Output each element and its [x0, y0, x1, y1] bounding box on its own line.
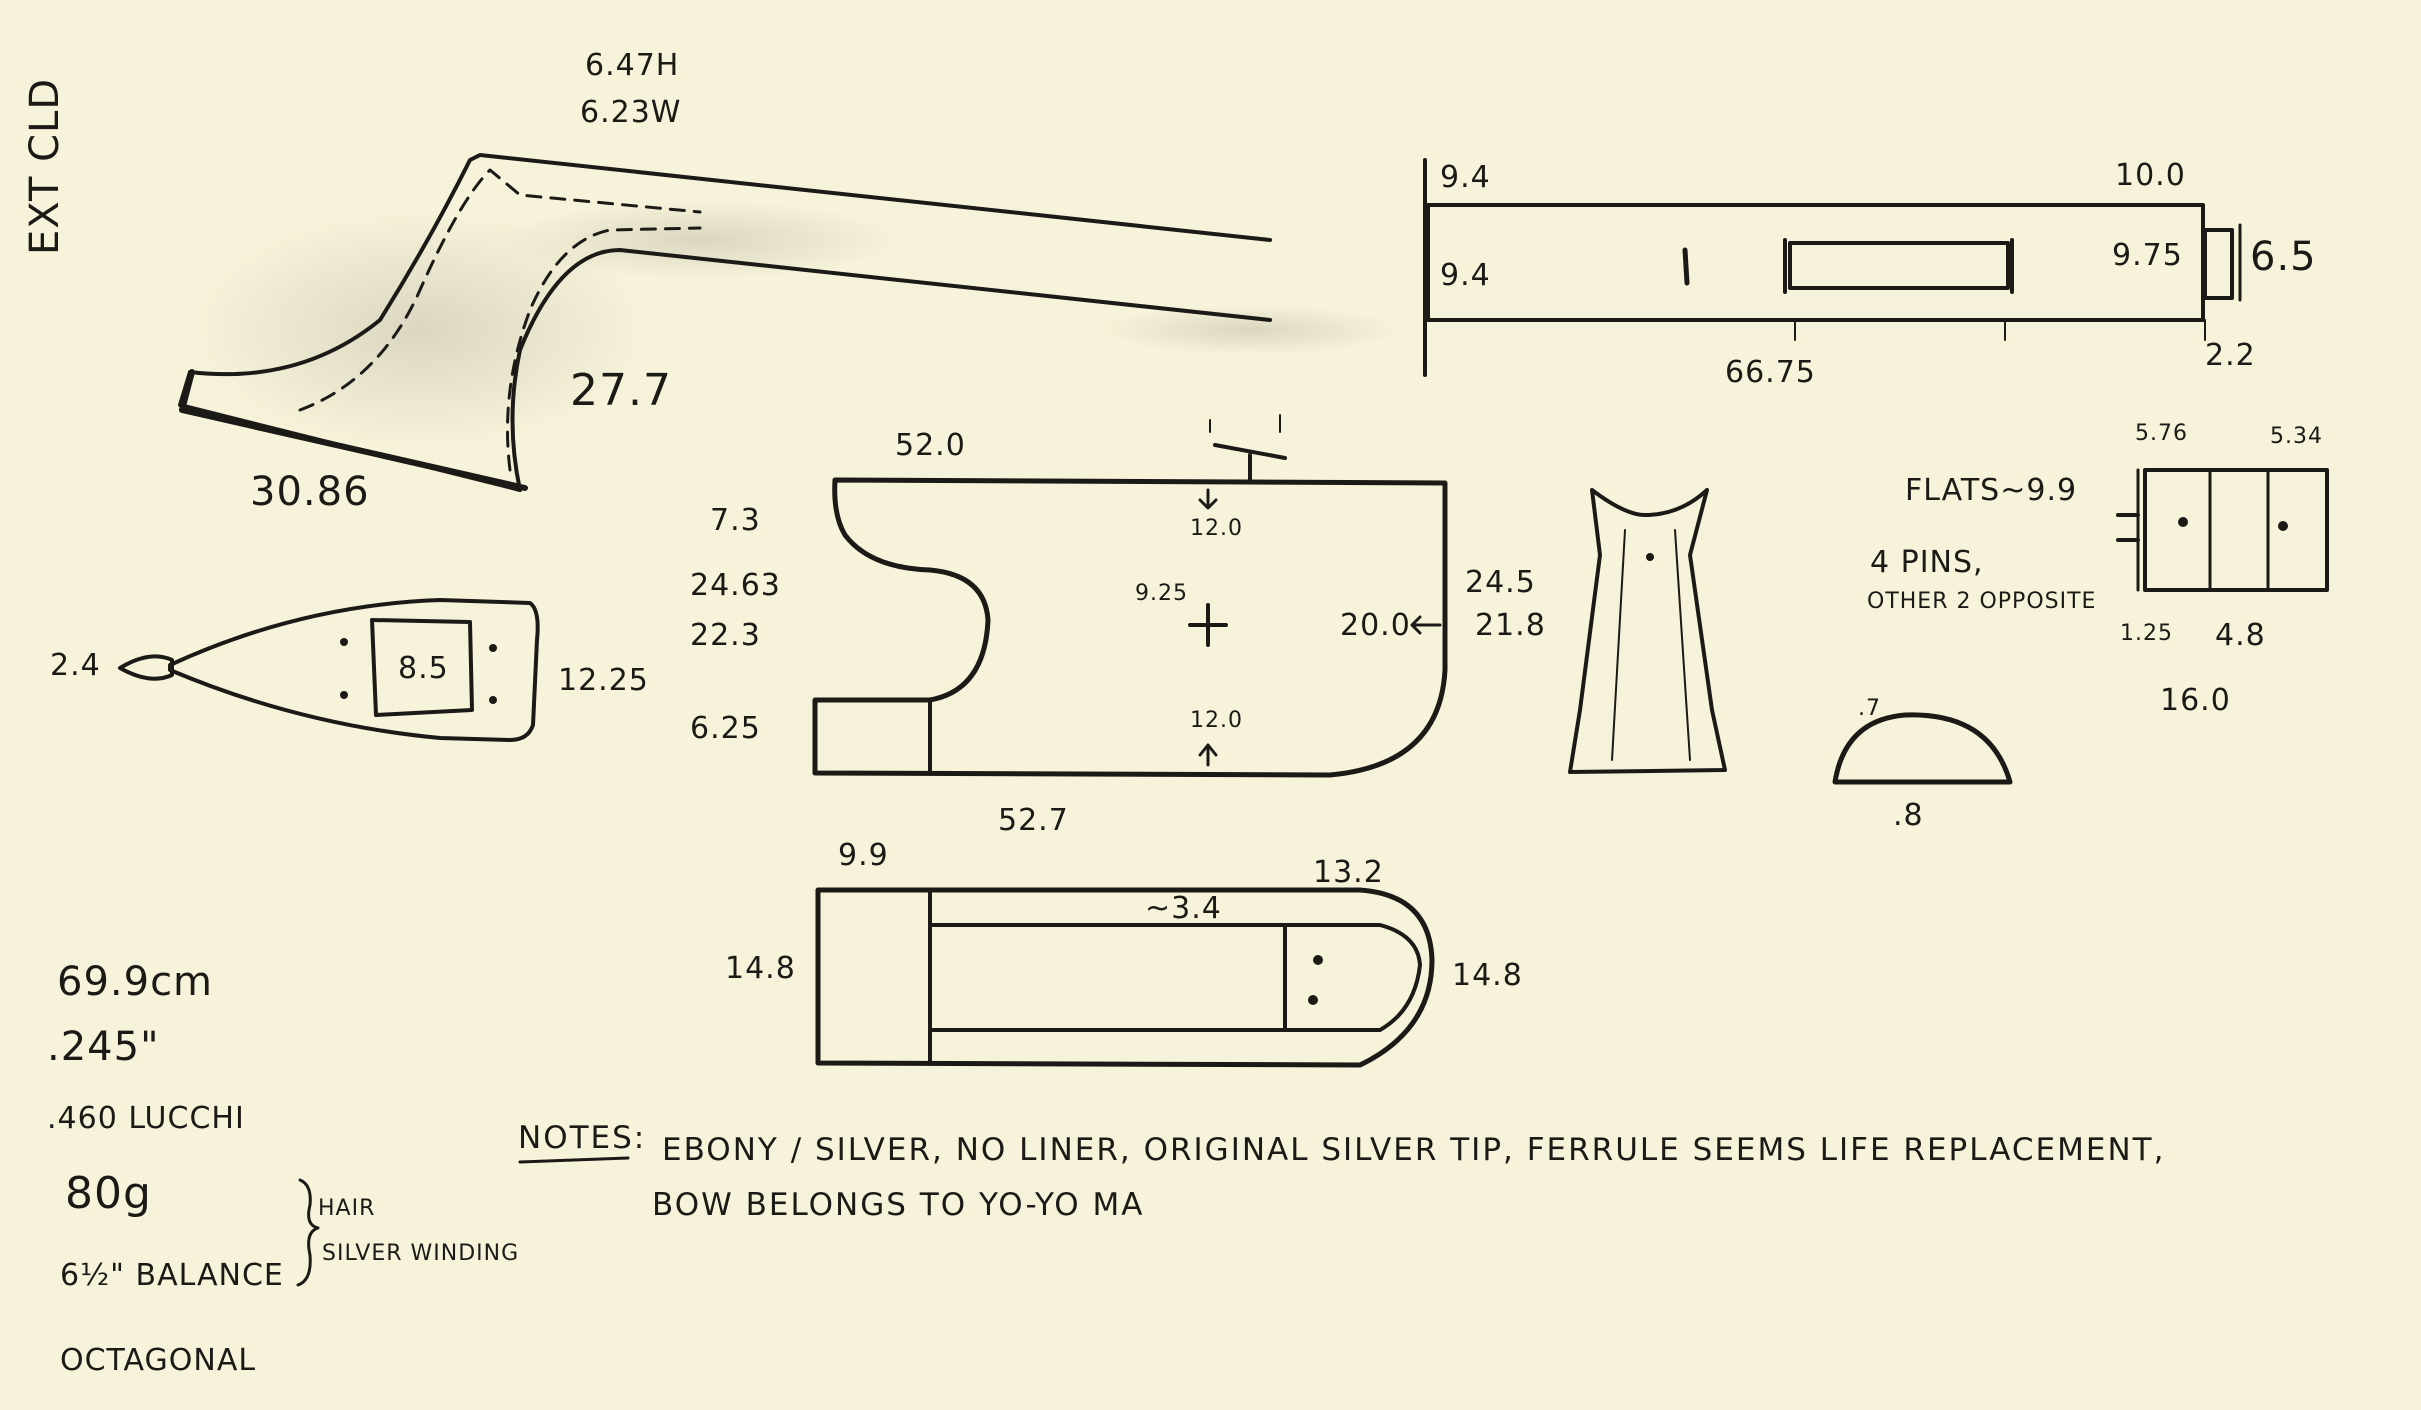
side-label: EXT CLD [22, 78, 68, 255]
brace [296, 1178, 320, 1287]
frog-drawing [812, 414, 1448, 778]
ferrule-drawing [1423, 158, 2242, 377]
frog-left-2: 24.63 [690, 568, 781, 603]
ferrule-bottom-right: 2.2 [2205, 338, 2256, 373]
notes-label: NOTES: [518, 1120, 646, 1156]
frog-right-2: 20.0 [1340, 608, 1411, 643]
flats-label: FLATS~9.9 [1905, 473, 2077, 508]
flats-bottom-1: 1.25 [2120, 621, 2173, 646]
flats-pins: 4 PINS, [1870, 545, 1984, 580]
underslide-inner: ~3.4 [1145, 891, 1222, 926]
ferrule-top-right: 10.0 [2115, 158, 2186, 193]
bow-head-drawing [178, 153, 1400, 492]
arc-drawing [1832, 712, 2013, 785]
flats-total: 16.0 [2160, 683, 2231, 718]
frog-right-3: 21.8 [1475, 608, 1546, 643]
notes-line-1: EBONY / SILVER, NO LINER, ORIGINAL SILVE… [662, 1132, 2165, 1168]
underslide-drawing [815, 887, 1435, 1068]
frog-inner-mid: 9.25 [1135, 581, 1188, 606]
ferrule-right: 6.5 [2250, 234, 2317, 280]
ferrule-mid-left: 9.4 [1440, 258, 1491, 293]
spec-diameter-2: .460 LUCCHI [47, 1101, 245, 1136]
frog-left-1: 7.3 [710, 503, 761, 538]
ferrule-top-left: 9.4 [1440, 160, 1491, 195]
ferrule-bottom: 66.75 [1725, 355, 1816, 390]
frog-height-label: 6.47H [585, 48, 679, 83]
head-dim-a: 27.7 [570, 365, 672, 416]
frog-width-label: 6.23W [580, 95, 681, 130]
arc-top: .7 [1858, 696, 1881, 721]
heel-drawing [1568, 488, 1727, 774]
flats-top-1: 5.76 [2135, 421, 2188, 446]
spec-winding: SILVER WINDING [322, 1241, 519, 1266]
frog-inner-top: 12.0 [1190, 516, 1243, 541]
underslide-right: 14.8 [1452, 958, 1523, 993]
frog-bottom: 52.7 [998, 803, 1069, 838]
flats-drawing [2116, 468, 2329, 592]
flats-top-2: 5.34 [2270, 424, 2323, 449]
tip-center: 8.5 [398, 651, 449, 686]
flats-bottom-2: 4.8 [2215, 618, 2266, 653]
spec-diameter-1: .245" [47, 1024, 159, 1070]
spec-balance: 6½" BALANCE [60, 1258, 284, 1293]
flats-opposite: OTHER 2 OPPOSITE [1867, 589, 2096, 614]
underslide-top-right: 13.2 [1313, 855, 1384, 890]
frog-left-3: 22.3 [690, 618, 761, 653]
frog-right-1: 24.5 [1465, 565, 1536, 600]
head-dim-b: 30.86 [250, 469, 370, 515]
tip-left: 2.4 [50, 648, 101, 683]
underslide-left: 14.8 [725, 951, 796, 986]
spec-weight: 80g [65, 1168, 152, 1219]
ferrule-mid-right: 9.75 [2112, 238, 2183, 273]
arc-bottom: .8 [1893, 798, 1924, 833]
underslide-top-left: 9.9 [838, 838, 889, 873]
frog-inner-bottom: 12.0 [1190, 708, 1243, 733]
spec-length: 69.9cm [57, 959, 213, 1005]
notes-line-2: BOW BELONGS TO YO-YO MA [652, 1187, 1144, 1223]
frog-top: 52.0 [895, 428, 966, 463]
tip-drawing [118, 598, 540, 742]
tip-right: 12.25 [558, 663, 649, 698]
spec-shape: OCTAGONAL [60, 1343, 256, 1378]
spec-hair: HAIR [318, 1196, 375, 1221]
frog-left-4: 6.25 [690, 711, 761, 746]
